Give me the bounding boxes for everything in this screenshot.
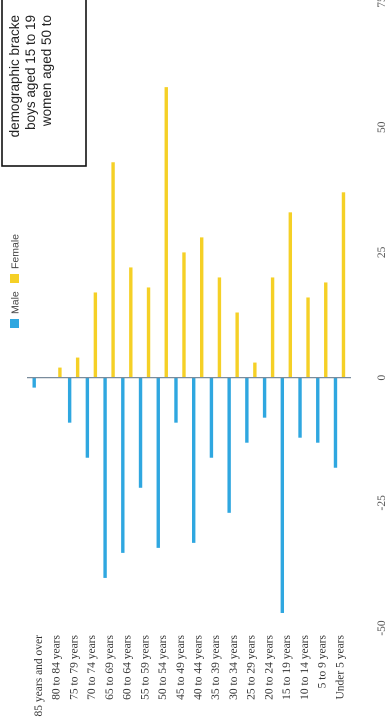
bar-female-55-to-59-years	[146, 287, 151, 378]
category-label-20-to-24-years: 20 to 24 years	[263, 634, 275, 699]
category-label-under-5-years: Under 5 years	[334, 634, 346, 699]
x-tick-labels: -50 -25 0 25 50 75	[376, 0, 388, 636]
bar-female-25-to-29-years	[253, 362, 257, 378]
bar-male-10-to-14-years	[298, 377, 302, 438]
bar-male-65-to-69-years	[103, 377, 107, 578]
annotation-line-1: demographic bracke	[7, 15, 22, 137]
bar-male-60-to-64-years	[121, 377, 125, 553]
category-label-45-to-49-years: 45 to 49 years	[175, 634, 187, 699]
x-tick-0: 0	[376, 374, 388, 380]
category-label-80-to-84-years: 80 to 84 years	[51, 634, 63, 699]
bar-female-45-to-49-years	[182, 252, 186, 378]
bar-female-10-to-14-years	[306, 297, 310, 378]
bar-male-70-to-74-years	[85, 377, 90, 458]
bar-male-75-to-79-years	[67, 377, 72, 423]
bar-male-5-to-9-years	[316, 377, 320, 443]
category-labels: 85 years and over 80 to 84 years 75 to 79 …	[33, 634, 346, 716]
category-label-30-to-34-years: 30 to 34 years	[228, 634, 240, 699]
category-label-65-to-69-years: 65 to 69 years	[104, 634, 116, 699]
legend-swatch-female	[10, 274, 19, 283]
category-label-55-to-59-years: 55 to 59 years	[139, 634, 151, 699]
category-label-85-years-and-over: 85 years and over	[33, 635, 45, 717]
bar-male-under-5-years	[333, 377, 338, 468]
category-label-35-to-39-years: 35 to 39 years	[210, 634, 222, 699]
bar-male-50-to-54-years	[156, 377, 160, 548]
category-label-40-to-44-years: 40 to 44 years	[193, 634, 205, 699]
legend-label-male: Male	[10, 291, 22, 314]
legend-label-female: Female	[10, 234, 22, 269]
annotation-box: demographic bracke boys aged 15 to 19 wome…	[1, 0, 87, 167]
legend: Male Female	[10, 234, 22, 328]
bar-male-25-to-29-years	[245, 377, 249, 443]
bar-male-55-to-59-years	[138, 377, 143, 488]
bar-female-30-to-34-years	[235, 312, 239, 378]
bar-female-60-to-64-years	[129, 267, 133, 378]
bar-female-40-to-44-years	[200, 237, 204, 378]
x-tick-75: 75	[376, 0, 388, 8]
category-label-5-to-9-years: 5 to 9 years	[317, 634, 329, 688]
annotation-line-3: women aged 50 to	[39, 15, 54, 127]
bar-female-75-to-79-years	[75, 357, 80, 378]
category-label-10-to-14-years: 10 to 14 years	[299, 634, 311, 699]
bar-female-80-to-84-years	[58, 367, 62, 378]
x-tick-minus-25: -25	[376, 495, 388, 511]
bar-female-20-to-24-years	[270, 277, 275, 378]
legend-swatch-male	[10, 319, 19, 328]
category-label-75-to-79-years: 75 to 79 years	[68, 634, 80, 699]
category-label-50-to-54-years: 50 to 54 years	[157, 634, 169, 699]
annotation-line-2: boys aged 15 to 19	[23, 15, 38, 130]
bar-male-30-to-34-years	[227, 377, 231, 513]
bar-female-50-to-54-years	[164, 87, 168, 378]
category-label-25-to-29-years: 25 to 29 years	[246, 634, 258, 699]
annotation-frame	[1, 0, 87, 167]
bar-female-65-to-69-years	[111, 162, 115, 378]
bar-female-70-to-74-years	[93, 292, 98, 378]
bar-female-under-5-years	[341, 192, 346, 378]
bar-male-40-to-44-years	[192, 377, 196, 543]
bar-male-45-to-49-years	[174, 377, 178, 423]
bar-male-15-to-19-years	[280, 377, 285, 613]
x-tick-minus-50: -50	[376, 620, 388, 636]
bar-male-20-to-24-years	[262, 377, 267, 418]
bars-group	[32, 87, 346, 613]
category-label-60-to-64-years: 60 to 64 years	[122, 634, 134, 699]
bar-female-5-to-9-years	[324, 282, 328, 378]
category-label-70-to-74-years: 70 to 74 years	[86, 634, 98, 699]
x-tick-50: 50	[376, 121, 388, 133]
category-label-15-to-19-years: 15 to 19 years	[281, 634, 293, 699]
bar-female-15-to-19-years	[288, 212, 293, 378]
bar-male-35-to-39-years	[209, 377, 214, 458]
bar-female-35-to-39-years	[217, 277, 222, 378]
x-tick-25: 25	[376, 246, 388, 258]
bar-male-85-years-and-over	[32, 377, 36, 388]
